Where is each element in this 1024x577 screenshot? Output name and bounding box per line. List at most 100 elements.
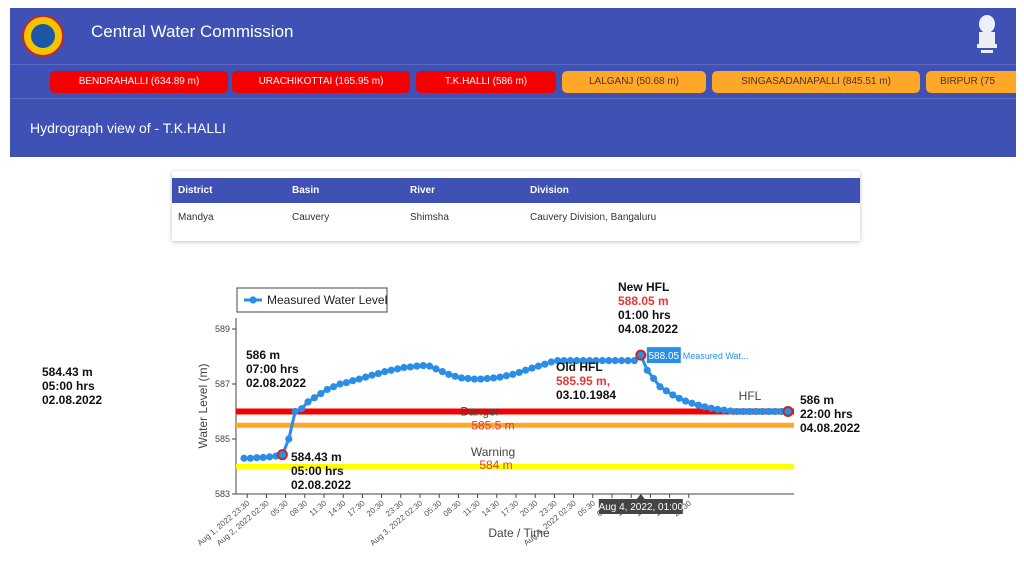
danger-value-label: 585.5 m: [471, 418, 514, 432]
x-axis-title: Date / Time: [488, 526, 550, 540]
data-point: [573, 357, 581, 365]
data-point: [528, 364, 536, 372]
danger-label: Danger: [460, 405, 499, 419]
data-point: [605, 357, 613, 365]
data-point: [259, 453, 267, 462]
data-point: [266, 453, 274, 461]
header-basin: Basin: [292, 185, 320, 196]
data-point: [618, 357, 626, 365]
station-chip-lalganj[interactable]: LALGANJ (50.68 m): [562, 71, 706, 93]
data-point: [694, 401, 703, 409]
data-point: [579, 357, 587, 365]
station-chip-tkhalli[interactable]: T.K.HALLI (586 m): [416, 71, 556, 93]
data-point: [560, 357, 568, 365]
rise-annotation-line: 586 m: [246, 348, 280, 362]
data-point: [707, 404, 715, 412]
end-annotation-line: 04.08.2022: [800, 421, 860, 435]
hover-series-name: Measured Wat...: [683, 351, 749, 361]
start-annotation-line: 584.43 m: [291, 450, 342, 464]
rise-annotation-line: 07:00 hrs: [246, 362, 299, 376]
data-point: [765, 407, 773, 416]
station-chip-bendrahalli[interactable]: BENDRAHALLI (634.89 m): [50, 71, 228, 93]
side-level-value: 584.43 m: [42, 365, 93, 379]
data-point: [650, 374, 658, 383]
data-point: [669, 391, 677, 399]
hover-x-box: [598, 499, 683, 514]
data-point: [509, 370, 517, 378]
data-point: [304, 398, 312, 406]
data-point: [336, 380, 344, 388]
data-point: [464, 374, 472, 383]
data-point: [323, 385, 331, 394]
data-point: [330, 383, 338, 391]
new-hfl-annotation-line: New HFL: [618, 280, 669, 294]
warning-label: Warning: [471, 445, 515, 459]
station-chip-birpur[interactable]: BIRPUR (75: [926, 71, 1016, 93]
old-hfl-annotation-line: Old HFL: [556, 360, 603, 374]
data-point: [720, 406, 728, 414]
data-point: [726, 407, 735, 415]
data-point: [253, 454, 261, 462]
data-point: [611, 357, 619, 365]
data-point: [477, 375, 485, 383]
old-hfl-annotation-line: 585.95 m,: [556, 374, 610, 388]
rise-annotation-line: 02.08.2022: [246, 376, 306, 390]
chart-legend: Measured Water Level: [236, 287, 388, 313]
data-point: [310, 394, 318, 402]
data-point: [317, 390, 325, 398]
value-river: Shimsha: [410, 212, 449, 223]
y-tick-label: 583: [215, 489, 230, 499]
hover-value-box: [646, 347, 681, 364]
data-point: [643, 366, 651, 374]
data-point: [547, 358, 555, 366]
hover-x-text: Aug 4, 2022, 01:00: [599, 502, 684, 513]
legend-label: Measured Water Level: [267, 293, 387, 307]
highlight-point: [635, 349, 647, 361]
data-point: [656, 383, 664, 391]
data-point: [771, 407, 779, 416]
legend-marker: [249, 296, 257, 304]
data-point: [522, 366, 530, 374]
new-hfl-annotation-line: 01:00 hrs: [618, 308, 671, 322]
data-point: [458, 374, 466, 382]
data-point: [630, 357, 639, 365]
data-point: [349, 377, 357, 385]
highlight-point: [276, 449, 288, 461]
data-point: [426, 362, 434, 370]
value-district: Mandya: [178, 212, 214, 223]
station-alert-bar: BENDRAHALLI (634.89 m) URACHIKOTTAI (165…: [10, 64, 1016, 99]
y-tick-label: 585: [215, 434, 230, 444]
data-point: [419, 361, 427, 370]
side-level-label: 584.43 m 05:00 hrs 02.08.2022: [42, 365, 102, 407]
data-point: [624, 357, 632, 365]
station-chip-urachikottai[interactable]: URACHIKOTTAI (165.95 m): [232, 71, 410, 93]
data-point: [586, 357, 594, 365]
hover-tooltip: 588.05 Measured Wat...: [646, 347, 749, 364]
data-point: [240, 454, 248, 462]
data-point: [355, 375, 363, 383]
start-annotation-line: 02.08.2022: [291, 478, 351, 492]
data-point: [490, 374, 498, 382]
old-hfl-annotation-line: 03.10.1984: [556, 388, 616, 402]
data-point: [541, 360, 549, 368]
data-point: [342, 379, 350, 387]
data-point: [752, 407, 760, 416]
data-point: [451, 372, 459, 380]
value-division: Cauvery Division, Bangaluru: [530, 212, 657, 223]
header-district: District: [178, 185, 213, 196]
data-point: [387, 366, 395, 374]
data-point: [406, 363, 414, 371]
page-title: Hydrograph view of - T.K.HALLI: [30, 120, 226, 136]
data-point: [502, 372, 510, 380]
data-point: [381, 368, 389, 376]
data-point: [483, 374, 491, 383]
station-chip-singasadanapalli[interactable]: SINGASADANAPALLI (845.51 m): [712, 71, 920, 93]
side-level-time: 05:00 hrs: [42, 379, 95, 393]
info-table-header: District Basin River Division: [172, 178, 860, 203]
data-point: [394, 365, 402, 373]
value-basin: Cauvery: [292, 212, 330, 223]
data-point: [566, 357, 575, 365]
data-point: [298, 405, 306, 413]
new-hfl-annotation-line: 588.05 m: [618, 294, 669, 308]
